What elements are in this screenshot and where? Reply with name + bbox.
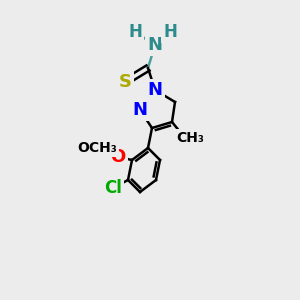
Text: OCH₃: OCH₃ xyxy=(77,141,117,155)
Text: CH₃: CH₃ xyxy=(176,131,204,145)
Text: N: N xyxy=(133,101,148,119)
Text: N: N xyxy=(148,36,163,54)
Text: Cl: Cl xyxy=(104,179,122,197)
Text: S: S xyxy=(118,73,131,91)
Text: O: O xyxy=(110,148,126,166)
Text: H: H xyxy=(163,23,177,41)
Text: N: N xyxy=(148,81,163,99)
Text: H: H xyxy=(128,23,142,41)
